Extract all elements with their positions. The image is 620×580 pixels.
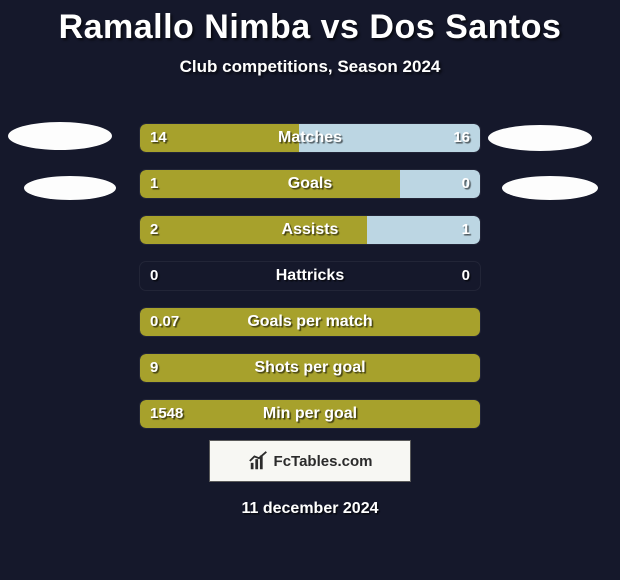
- page-title: Ramallo Nimba vs Dos Santos: [0, 0, 620, 47]
- footer-brand-box: FcTables.com: [209, 440, 411, 482]
- left-logo-shape: [8, 122, 112, 150]
- stat-label: Matches: [140, 124, 480, 152]
- right-logo-shape: [502, 176, 598, 200]
- stat-label: Hattricks: [140, 262, 480, 290]
- stat-row: 9Shots per goal: [140, 354, 480, 382]
- stat-row: 1548Min per goal: [140, 400, 480, 428]
- stat-label: Assists: [140, 216, 480, 244]
- stat-row: 10Goals: [140, 170, 480, 198]
- stat-row: 1416Matches: [140, 124, 480, 152]
- stat-label: Goals per match: [140, 308, 480, 336]
- stat-label: Goals: [140, 170, 480, 198]
- stat-row: 00Hattricks: [140, 262, 480, 290]
- stat-label: Shots per goal: [140, 354, 480, 382]
- left-logo-shape: [24, 176, 116, 200]
- footer-brand-text: FcTables.com: [274, 453, 373, 470]
- comparison-infographic: Ramallo Nimba vs Dos Santos Club competi…: [0, 0, 620, 580]
- chart-icon: [248, 450, 270, 472]
- right-logo-shape: [488, 125, 592, 151]
- stat-row: 21Assists: [140, 216, 480, 244]
- stat-label: Min per goal: [140, 400, 480, 428]
- page-subtitle: Club competitions, Season 2024: [0, 57, 620, 77]
- stat-bars: 1416Matches 10Goals 21Assists 00Hattricks 0.…: [140, 124, 480, 446]
- footer-date: 11 december 2024: [0, 500, 620, 518]
- stat-row: 0.07Goals per match: [140, 308, 480, 336]
